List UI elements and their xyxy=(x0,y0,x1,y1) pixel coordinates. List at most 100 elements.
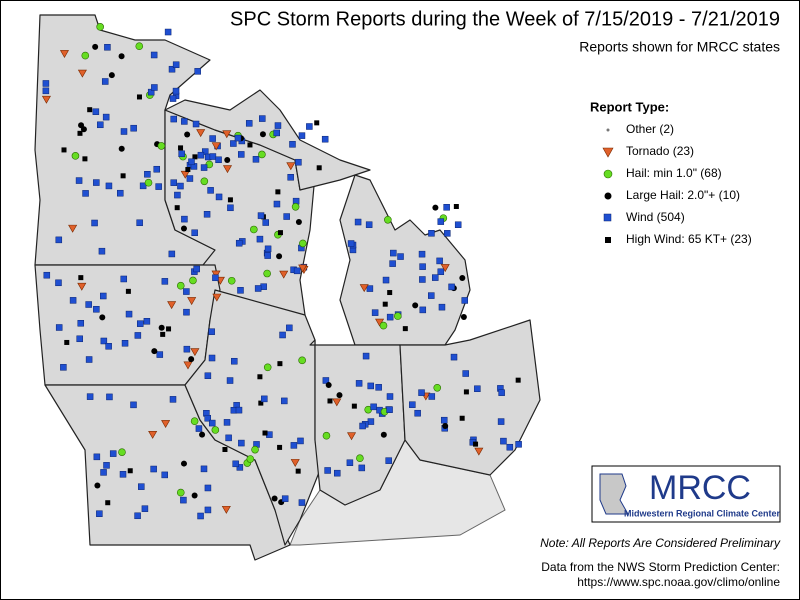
wind-report xyxy=(109,450,117,457)
wind-report xyxy=(85,301,92,308)
large-hail-report xyxy=(460,313,467,320)
wind-report xyxy=(437,218,445,225)
tornado-report xyxy=(77,69,87,78)
wind-report xyxy=(168,65,176,73)
high-wind-report xyxy=(227,197,233,203)
large-hail-report xyxy=(380,431,387,438)
high-wind-report xyxy=(515,377,521,383)
wind-report xyxy=(97,121,104,129)
wind-report xyxy=(230,140,237,147)
large-hail-report xyxy=(432,204,439,211)
wind-report xyxy=(355,380,363,387)
tornado-report xyxy=(440,264,450,273)
wind-report xyxy=(207,187,214,194)
high-wind-report xyxy=(277,230,283,236)
high-wind-report xyxy=(64,339,70,345)
wind-report xyxy=(359,422,366,430)
wind-report xyxy=(367,382,374,390)
wind-report xyxy=(428,393,436,400)
wind-report xyxy=(259,115,266,122)
wind-report xyxy=(324,467,331,474)
wind-report xyxy=(104,44,111,51)
tornado-report xyxy=(474,447,484,456)
legend-label: High Wind: 65 KT+ (23) xyxy=(626,232,752,246)
hail-report xyxy=(250,225,258,234)
wind-report xyxy=(170,179,177,186)
tornado-report xyxy=(161,420,171,429)
wind-report xyxy=(75,177,83,184)
wind-report xyxy=(169,95,177,102)
high-wind-report xyxy=(192,154,198,160)
wind-report xyxy=(120,275,128,283)
large-hail-report xyxy=(180,460,187,467)
wind-report xyxy=(436,257,443,265)
wind-report xyxy=(203,211,211,218)
wind-report xyxy=(183,308,190,316)
wind-report xyxy=(428,230,435,237)
wind-report xyxy=(200,465,208,473)
wind-report xyxy=(234,134,242,142)
high-wind-report xyxy=(77,130,83,136)
hail-report xyxy=(157,142,166,150)
high-wind-report xyxy=(473,441,479,447)
wind-report xyxy=(382,276,390,284)
wind-report xyxy=(238,439,245,447)
indiana xyxy=(309,339,406,506)
wind-report xyxy=(264,245,272,253)
wind-report xyxy=(306,123,313,130)
high-wind-report xyxy=(125,288,131,294)
high-wind-report xyxy=(82,156,88,162)
hail-report xyxy=(190,417,199,426)
wind-report xyxy=(125,310,133,318)
wind-report xyxy=(55,279,62,287)
source-line: Data from the NWS Storm Prediction Cente… xyxy=(541,560,780,574)
wind-report xyxy=(227,204,234,212)
wind-report xyxy=(409,401,416,408)
high-wind-report xyxy=(87,107,93,113)
hail-report xyxy=(135,42,144,50)
wind-report xyxy=(138,483,145,490)
large-hail-report xyxy=(151,348,158,355)
hail-report xyxy=(176,281,185,290)
wind-report xyxy=(497,418,505,425)
wind-report xyxy=(225,434,232,442)
wind-report xyxy=(180,496,187,504)
high-wind-report xyxy=(327,398,333,404)
legend-symbol xyxy=(605,237,611,243)
hail-report xyxy=(118,448,126,456)
hail-report xyxy=(263,269,271,278)
legend-label: Hail: min 1.0" (68) xyxy=(626,166,722,180)
wind-report xyxy=(215,156,222,164)
wind-report xyxy=(208,354,216,362)
wind-report xyxy=(322,377,330,384)
legend-symbol xyxy=(602,147,614,158)
hail-report xyxy=(189,276,197,285)
legend-title: Report Type: xyxy=(590,99,669,114)
logo-name: MRCC xyxy=(649,469,751,507)
hail-report xyxy=(356,454,364,463)
wind-report xyxy=(226,377,234,384)
wind-report xyxy=(370,403,377,411)
wind-report xyxy=(136,219,143,227)
hail-report xyxy=(227,276,236,285)
wind-report xyxy=(172,61,180,68)
wind-report xyxy=(209,153,217,160)
large-hail-report xyxy=(92,43,99,50)
high-wind-report xyxy=(316,165,322,171)
large-hail-report xyxy=(188,356,195,363)
tornado-report xyxy=(167,301,177,310)
wind-report xyxy=(55,236,63,244)
wind-report xyxy=(120,128,128,135)
high-wind-report xyxy=(382,301,388,307)
wind-report xyxy=(385,457,392,464)
wind-report xyxy=(293,267,301,275)
tornado-report xyxy=(212,293,222,302)
high-wind-report xyxy=(351,403,357,409)
large-hail-report xyxy=(259,131,266,138)
wind-report xyxy=(474,385,481,392)
wind-report xyxy=(346,459,354,466)
high-wind-report xyxy=(120,173,126,179)
high-wind-report xyxy=(277,361,283,367)
high-wind-report xyxy=(222,446,228,452)
wind-report xyxy=(354,218,362,226)
